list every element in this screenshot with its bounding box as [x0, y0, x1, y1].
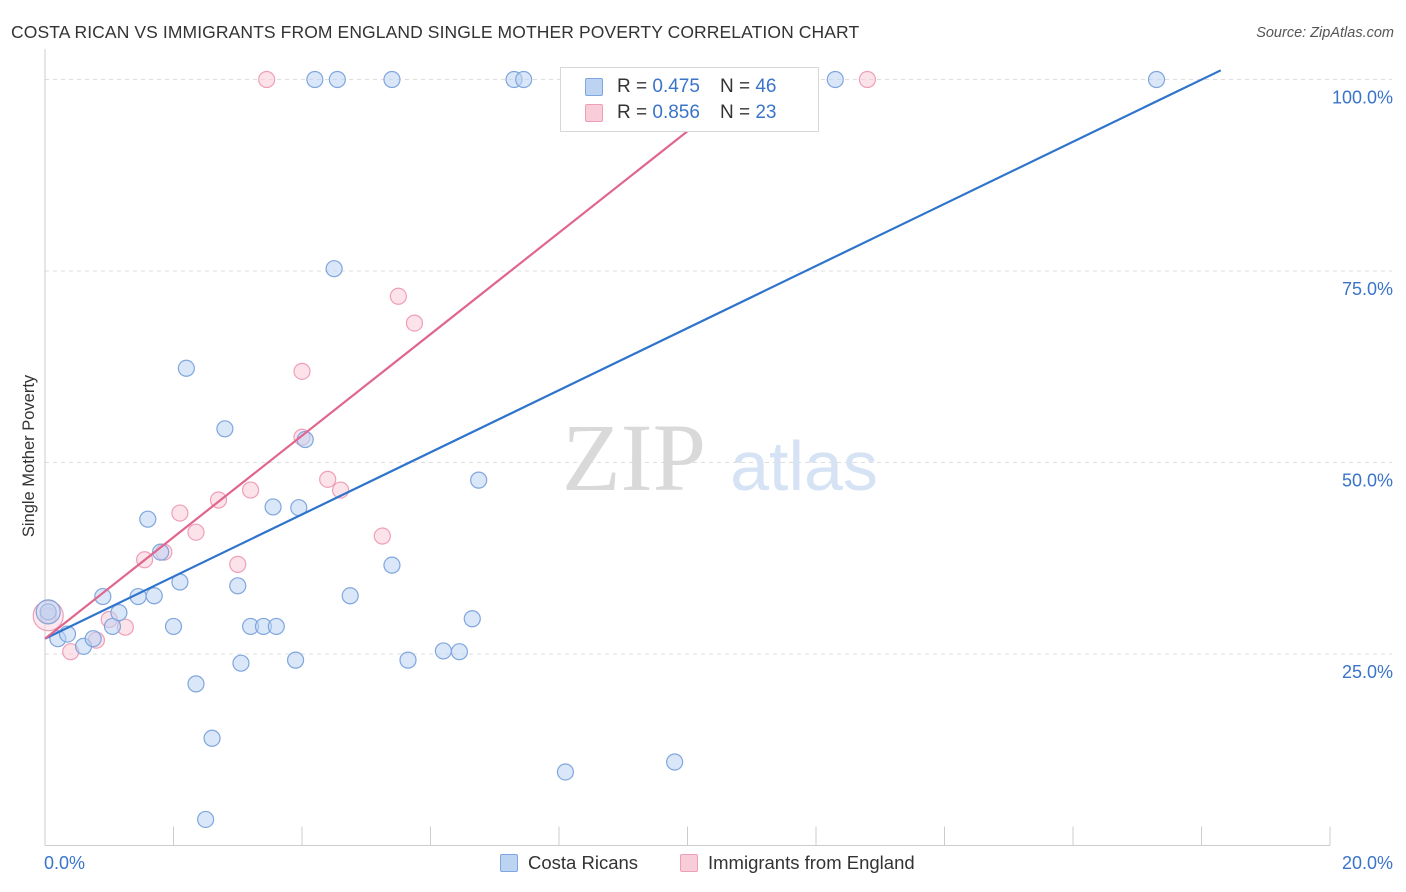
data-point-costa-rican [39, 603, 57, 621]
watermark-zip: ZIP [562, 404, 706, 511]
data-point-costa-rican [187, 675, 205, 693]
legend-swatch-pink [585, 104, 603, 122]
x-tick-label: 0.0% [44, 853, 85, 873]
data-point-costa-rican [383, 556, 401, 574]
chart-title: COSTA RICAN VS IMMIGRANTS FROM ENGLAND S… [11, 22, 860, 42]
trendline-immigrants-from-england [44, 69, 766, 640]
series-swatch-blue [500, 854, 518, 872]
legend-n-value: 46 [755, 76, 777, 97]
data-point-costa-rican [515, 70, 533, 89]
data-point-costa-rican [110, 604, 128, 622]
data-point-costa-rican [399, 651, 417, 669]
data-point-costa-rican [666, 753, 684, 771]
points-immigrants-from-england [32, 70, 877, 661]
tick-labels: 25.0% 50.0% 75.0% 100.0% 0.0% 20.0% [44, 88, 1393, 874]
data-point-costa-rican [264, 498, 282, 516]
series-legend: Costa Ricans Immigrants from England [0, 852, 1406, 876]
y-tick-label: 50.0% [1342, 471, 1393, 491]
legend-n-value: 23 [755, 102, 777, 123]
data-point-costa-rican [328, 70, 346, 89]
data-point-costa-rican [177, 359, 195, 377]
legend-r-label: R = [617, 102, 648, 123]
data-point-england [187, 523, 205, 541]
legend-swatch-blue [585, 78, 603, 96]
trendline-costa-ricans [44, 69, 1222, 640]
data-point-costa-rican [325, 260, 343, 278]
data-point-england [405, 314, 424, 332]
data-point-costa-rican [556, 763, 575, 781]
data-point-costa-rican [197, 810, 215, 829]
y-tick-label: 25.0% [1342, 662, 1393, 682]
y-axis-label: Single Mother Poverty [20, 374, 38, 537]
data-point-costa-rican [139, 510, 157, 528]
data-point-costa-rican [341, 587, 359, 605]
series-swatch-pink [680, 854, 698, 872]
data-point-costa-rican [152, 543, 170, 561]
points-costa-ricans [35, 70, 1166, 829]
data-point-costa-rican [232, 654, 250, 672]
legend-r-value: 0.475 [652, 76, 700, 97]
series-legend-immigrants-from-england[interactable]: Immigrants from England [680, 852, 915, 874]
data-point-england [373, 527, 391, 545]
legend-n-label: N = [719, 102, 751, 123]
data-point-costa-rican [84, 630, 102, 648]
legend-n-label: N = [719, 76, 751, 97]
data-point-costa-rican [383, 70, 401, 89]
data-point-costa-rican [229, 577, 247, 595]
axes [44, 48, 1331, 846]
data-point-england [293, 362, 311, 380]
data-point-costa-rican [826, 70, 844, 89]
data-point-costa-rican [216, 420, 234, 438]
trendlines [44, 69, 1222, 640]
data-point-costa-rican [145, 587, 163, 605]
data-point-costa-rican [103, 617, 122, 636]
data-point-costa-rican [267, 617, 285, 636]
watermark: ZIP atlas [562, 404, 878, 511]
data-point-england [258, 70, 276, 89]
series-legend-costa-ricans[interactable]: Costa Ricans [500, 852, 638, 874]
source-label: Source: ZipAtlas.com [1256, 25, 1394, 41]
data-point-england [171, 504, 189, 522]
data-point-costa-rican [306, 70, 324, 89]
data-point-england [858, 70, 877, 89]
data-point-costa-rican [203, 729, 221, 747]
data-point-england [229, 555, 247, 573]
data-point-costa-rican [286, 651, 305, 669]
legend-row-costa-ricans: R = 0.475 N = 46 [585, 75, 776, 99]
legend: R = 0.475 N = 46 R = 0.856 N = 23 [560, 67, 819, 132]
data-point-england [319, 470, 337, 488]
data-point-costa-rican [470, 471, 488, 489]
y-tick-label: 100.0% [1332, 88, 1393, 108]
data-point-england [389, 287, 407, 305]
data-point-england [242, 481, 260, 499]
gridlines [45, 79, 1392, 655]
series-label: Costa Ricans [528, 852, 639, 873]
legend-row-immigrants-from-england: R = 0.856 N = 23 [585, 101, 776, 125]
data-point-costa-rican [463, 610, 481, 628]
legend-r-label: R = [617, 76, 648, 97]
x-tick-label: 20.0% [1342, 853, 1393, 873]
data-point-costa-rican-cluster [35, 599, 61, 625]
data-point-costa-rican [1147, 70, 1166, 89]
data-point-costa-rican [434, 642, 452, 660]
data-point-costa-rican [94, 587, 112, 606]
data-point-costa-rican [450, 643, 469, 661]
watermark-atlas: atlas [730, 427, 878, 505]
y-tick-label: 75.0% [1342, 279, 1393, 299]
legend-r-value: 0.856 [652, 102, 700, 123]
series-label: Immigrants from England [708, 852, 915, 873]
data-point-costa-rican [164, 617, 183, 636]
